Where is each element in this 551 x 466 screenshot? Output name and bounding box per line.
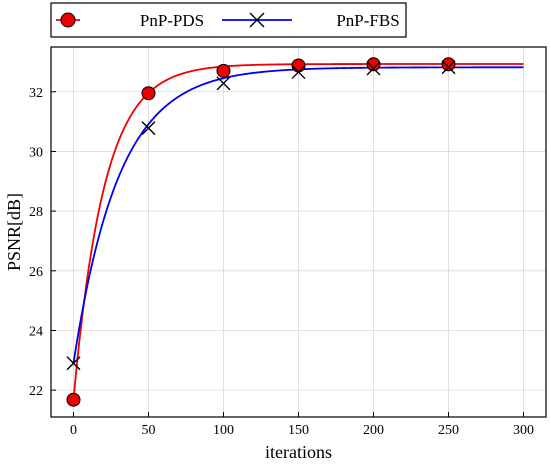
y-axis-label: PSNR[dB]: [4, 193, 24, 271]
x-axis-label: iterations: [265, 442, 332, 462]
x-tick-label-5: 250: [438, 423, 459, 438]
y-tick-label-1: 24: [29, 324, 43, 339]
plot-frame: [50, 46, 547, 418]
point-pnp-pds-4: [366, 57, 381, 72]
point-pnp-fbs-5: [441, 60, 456, 75]
y-tick-label-5: 32: [29, 86, 43, 101]
x-tick-label-3: 150: [288, 423, 309, 438]
point-pnp-fbs-4: [366, 61, 381, 76]
y-tick-label-4: 30: [29, 145, 43, 160]
x-tick-label-1: 50: [142, 423, 156, 438]
point-pnp-pds-0: [66, 392, 81, 407]
point-pnp-pds-2: [216, 63, 231, 78]
point-pnp-fbs-1: [141, 121, 156, 136]
legend-marker-pnp-pds: [60, 12, 76, 28]
x-tick-label-6: 300: [513, 423, 534, 438]
point-pnp-fbs-2: [216, 76, 231, 91]
point-pnp-pds-5: [441, 57, 456, 72]
x-tick-label-4: 200: [363, 423, 384, 438]
axes: 0 50 100 150 200 250 300 22 24 26 28 30 32: [29, 86, 534, 438]
x-tick-label-2: 100: [213, 423, 234, 438]
point-pnp-fbs-0: [66, 356, 81, 371]
legend-label-pnp-fbs: PnP-FBS: [336, 11, 399, 30]
x-tick-label-0: 0: [70, 423, 77, 438]
legend: PnP-PDS PnP-FBS: [50, 2, 407, 38]
grid-lines: [51, 47, 546, 417]
legend-label-pnp-pds: PnP-PDS: [140, 11, 204, 30]
y-tick-label-3: 28: [29, 205, 43, 220]
y-tick-label-0: 22: [29, 384, 43, 399]
series-markers: [66, 57, 456, 407]
point-pnp-pds-3: [291, 58, 306, 73]
legend-marker-pnp-fbs: [249, 12, 265, 28]
y-tick-label-2: 26: [29, 265, 43, 280]
point-pnp-fbs-3: [291, 65, 306, 80]
point-pnp-pds-1: [141, 86, 156, 101]
